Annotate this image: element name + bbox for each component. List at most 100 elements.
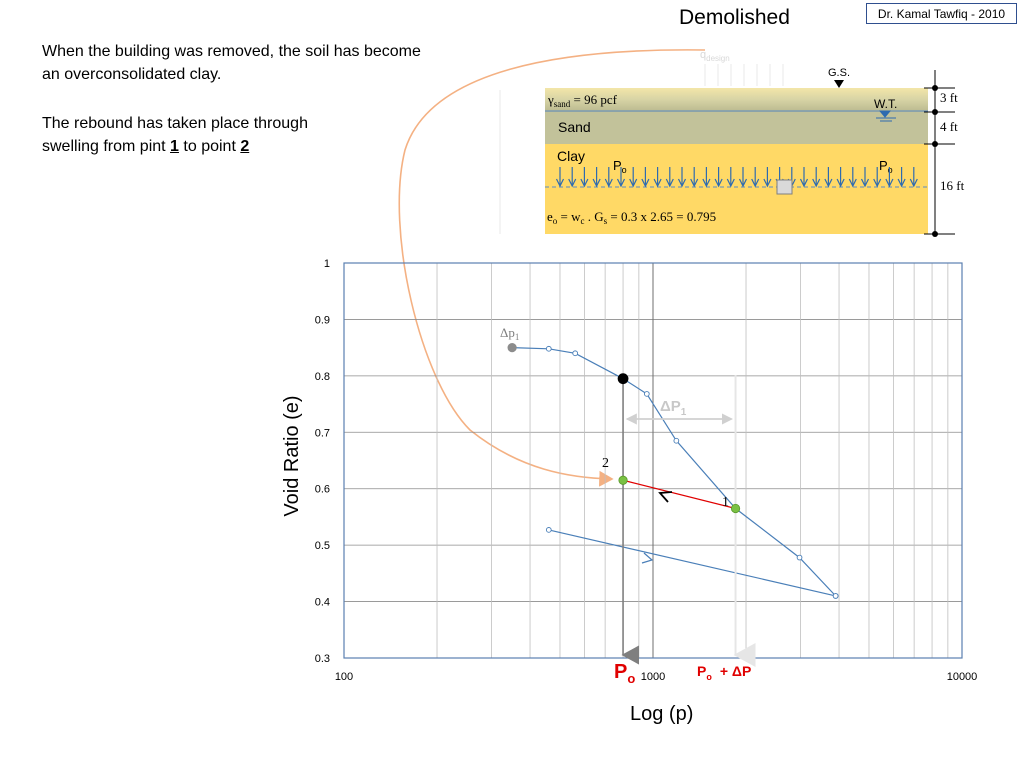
transfer-arrow — [398, 49, 706, 487]
x-tick-label: 1000 — [641, 671, 665, 683]
overburden-arrowhead — [677, 178, 687, 188]
gs-label: G.S. — [828, 67, 850, 79]
po-right-label: Po — [879, 158, 893, 175]
data-point — [832, 593, 839, 599]
data-point — [673, 437, 680, 444]
overburden-arrowhead — [702, 178, 711, 188]
po-plus-dp-axis-label: Po + ΔP — [697, 663, 751, 682]
overburden-arrowhead — [909, 178, 918, 188]
x-axis-label: Log (p) — [630, 703, 693, 725]
overburden-arrowhead — [665, 178, 674, 188]
overburden-arrowhead — [568, 178, 577, 188]
chart-grid — [343, 262, 963, 659]
line4-mid: to point — [178, 138, 241, 155]
data-point — [545, 527, 552, 533]
dp1-label: Δp1 — [500, 325, 519, 342]
x-tick-label: 10000 — [947, 671, 978, 683]
overburden-arrowhead — [555, 178, 565, 188]
point-1-label: 1 — [722, 495, 729, 510]
point-2-label: 2 — [602, 456, 609, 471]
dP1-label: ΔP1 — [660, 398, 687, 418]
wt-label: W.T. — [874, 97, 897, 111]
unload-reload-line — [548, 529, 836, 597]
explanation-line-3: The rebound has taken place through — [42, 115, 308, 132]
explanation-line-4: swelling from pint 1 to point 2 — [42, 135, 308, 158]
overburden-arrowhead — [714, 178, 723, 188]
sand-layer-dry — [545, 88, 928, 112]
faded-load-arrows — [499, 64, 784, 234]
point-1-ref: 1 — [170, 138, 179, 155]
gamma-sand-label: γsand = 96 pcf — [547, 92, 618, 109]
data-point — [643, 391, 650, 397]
y-tick-label: 1 — [324, 258, 330, 270]
e0-equation: eo = wc . Gs = 0.3 x 2.65 = 0.795 — [547, 209, 716, 226]
y-tick-label: 0.4 — [315, 597, 330, 609]
sand-layer-saturated — [545, 112, 928, 144]
y-tick-labels: 0.3 0.4 0.5 0.6 0.7 0.8 0.9 1 — [315, 258, 330, 665]
line4-pre: swelling from pint — [42, 138, 171, 155]
y-tick-label: 0.3 — [315, 653, 330, 665]
overburden-arrowhead — [690, 178, 699, 188]
soil-element — [776, 179, 793, 195]
overburden-arrowhead — [873, 178, 882, 188]
overburden-arrowhead — [836, 178, 845, 188]
overburden-arrowhead — [799, 178, 809, 188]
highlight-marker-1 — [507, 343, 517, 353]
explanation-line-1: When the building was removed, the soil … — [42, 43, 421, 60]
y-axis-label: Void Ratio (e) — [281, 395, 303, 516]
author-credit: Dr. Kamal Tawfiq - 2010 — [866, 3, 1017, 24]
explanation-line-2: an overconsolidated clay. — [42, 66, 222, 83]
x-tick-label: 100 — [335, 671, 353, 683]
po-left-label: Po — [613, 158, 627, 175]
gs-marker-icon — [834, 80, 844, 88]
y-tick-label: 0.9 — [315, 314, 330, 326]
explanation-paragraph-2: The rebound has taken place through swel… — [42, 112, 308, 158]
slide-title: Demolished — [679, 6, 790, 29]
overburden-arrows — [555, 167, 918, 188]
data-point — [572, 350, 579, 357]
dim-3ft: 3 ft — [940, 90, 958, 105]
data-point — [796, 554, 803, 561]
point-2-ref: 2 — [240, 138, 250, 155]
dim-4ft: 4 ft — [940, 119, 958, 134]
rebound-direction-arrow — [658, 491, 673, 503]
reload-direction-arrow — [641, 552, 654, 564]
x-tick-labels: 100 1000 10000 — [335, 671, 977, 683]
po-axis-label: Po — [614, 661, 635, 686]
highlight-marker-2 — [617, 373, 629, 385]
overburden-arrowhead — [616, 178, 626, 188]
chart-series — [509, 344, 839, 599]
overburden-arrowhead — [897, 178, 906, 188]
overburden-arrowhead — [848, 178, 857, 188]
overburden-arrowhead — [580, 178, 589, 188]
overburden-arrowhead — [763, 178, 772, 188]
highlight-marker-4 — [730, 503, 741, 514]
overburden-arrowhead — [812, 178, 821, 188]
overburden-arrowhead — [726, 178, 735, 188]
water-table-icon — [876, 110, 896, 122]
overburden-arrowhead — [653, 178, 662, 188]
sand-label: Sand — [558, 119, 591, 135]
highlight-marker-3 — [618, 475, 628, 485]
y-tick-label: 0.6 — [315, 484, 330, 496]
plot-frame — [343, 262, 963, 659]
overburden-arrowhead — [629, 178, 638, 188]
overburden-arrowhead — [885, 178, 894, 188]
q-design-label: qdesign — [700, 49, 730, 63]
chart-markers — [507, 343, 741, 514]
chart-annotations: ΔP1 2 1 Δp1 Po Po + ΔP — [500, 325, 756, 686]
soil-profile: qdesign γsand = 96 pcf Sand Clay Po Po e… — [499, 49, 965, 237]
y-tick-label: 0.5 — [315, 540, 330, 552]
data-point — [545, 345, 552, 352]
y-tick-label: 0.7 — [315, 427, 330, 439]
overburden-arrowhead — [641, 178, 650, 188]
depth-dimensions: 3 ft 4 ft 16 ft — [924, 70, 965, 237]
e-logp-chart: 0.3 0.4 0.5 0.6 0.7 0.8 0.9 1 100 1000 10000 ΔP1 2… — [281, 258, 977, 725]
clay-label: Clay — [557, 148, 585, 164]
y-tick-label: 0.8 — [315, 371, 330, 383]
explanation-paragraph-1: When the building was removed, the soil … — [42, 40, 421, 86]
overburden-arrowhead — [738, 178, 748, 188]
overburden-arrowhead — [604, 178, 613, 188]
overburden-arrowhead — [592, 178, 601, 188]
